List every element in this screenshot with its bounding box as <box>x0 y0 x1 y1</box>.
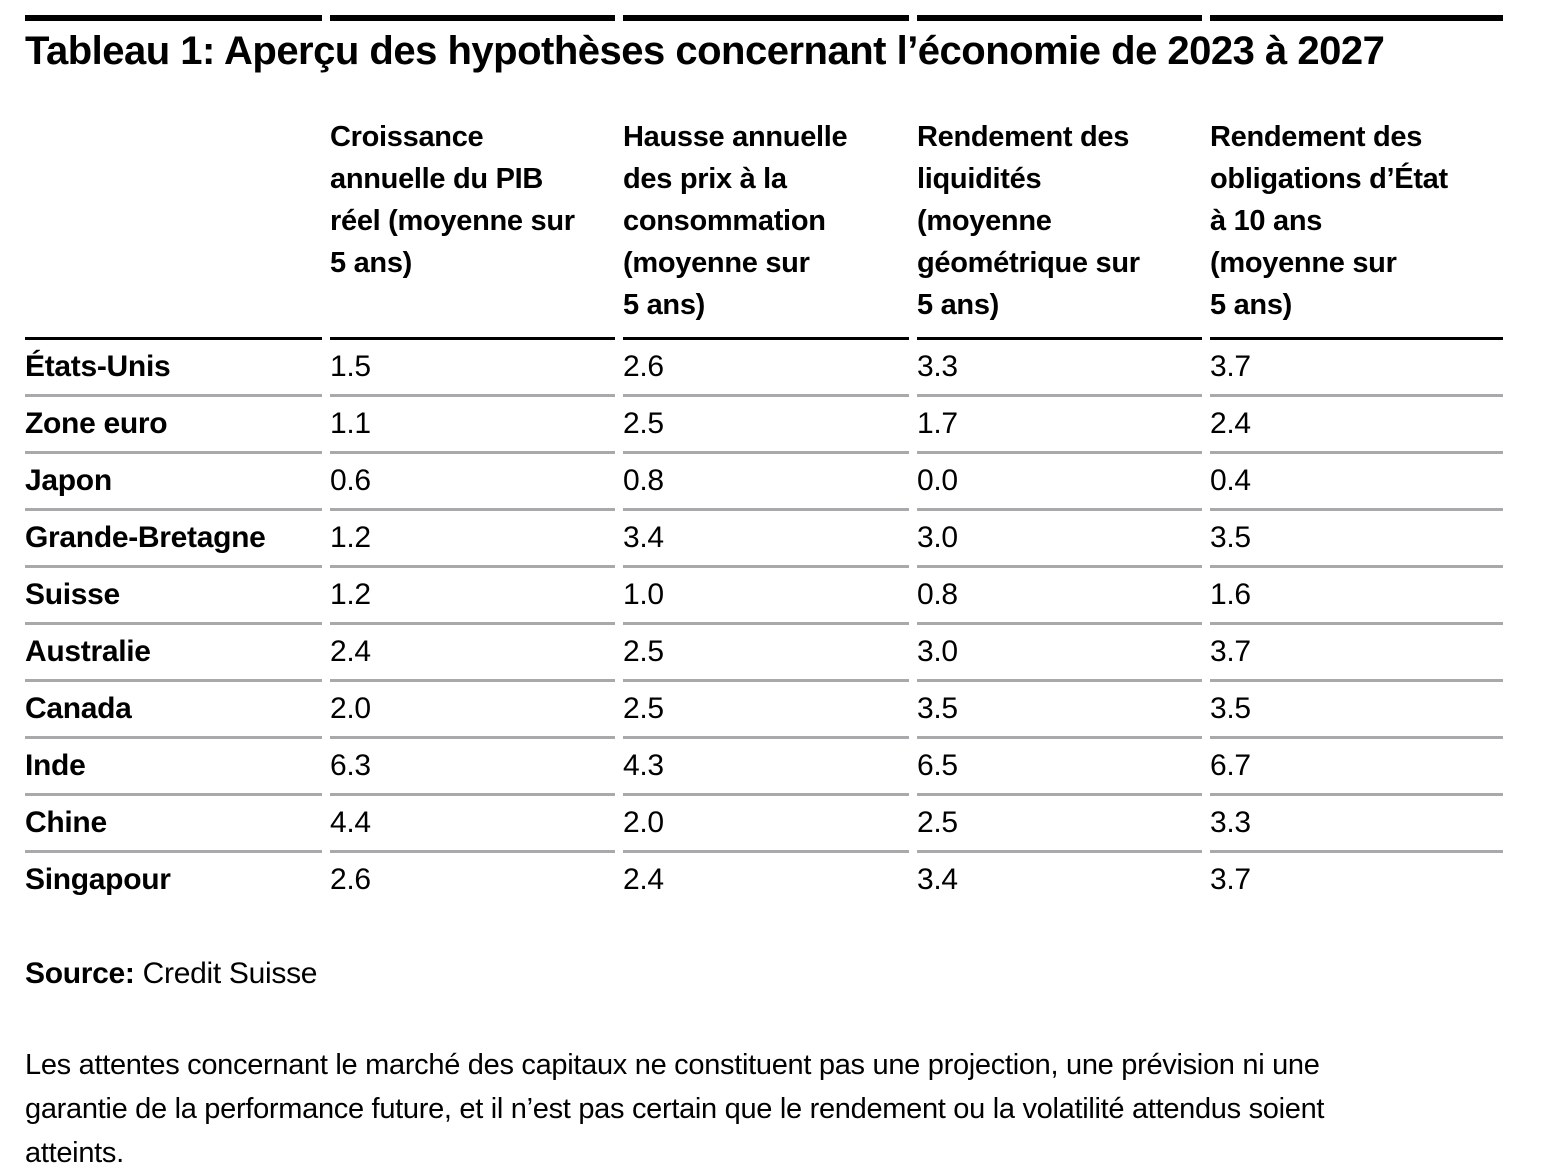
cell-value: 2.5 <box>917 796 1202 853</box>
column-header-cash-yield: Rendement des liquidités (moyenne géomét… <box>917 116 1202 340</box>
cell-value: 3.0 <box>917 625 1202 682</box>
cell-value: 3.3 <box>1210 796 1503 853</box>
row-label: Japon <box>25 454 322 511</box>
cell-value: 3.5 <box>917 682 1202 739</box>
cell-value: 0.6 <box>330 454 615 511</box>
cell-value: 3.5 <box>1210 511 1503 568</box>
cell-value: 3.5 <box>1210 682 1503 739</box>
column-header-cpi: Hausse annuelle des prix à la consommati… <box>623 116 909 340</box>
cell-value: 0.8 <box>917 568 1202 625</box>
economic-assumptions-table: Tableau 1: Aperçu des hypothèses concern… <box>25 15 1503 907</box>
row-label: Inde <box>25 739 322 796</box>
top-rule-segment <box>623 15 909 21</box>
cell-value: 2.6 <box>623 340 909 397</box>
row-label: Australie <box>25 625 322 682</box>
row-label: États-Unis <box>25 340 322 397</box>
row-label: Grande-Bretagne <box>25 511 322 568</box>
cell-value: 3.3 <box>917 340 1202 397</box>
row-label: Zone euro <box>25 397 322 454</box>
cell-value: 0.4 <box>1210 454 1503 511</box>
row-label: Suisse <box>25 568 322 625</box>
title-row: Tableau 1: Aperçu des hypothèses concern… <box>25 21 1503 116</box>
cell-value: 4.3 <box>623 739 909 796</box>
cell-value: 3.4 <box>917 863 958 896</box>
cell-value: 4.4 <box>330 796 615 853</box>
cell-value: 3.0 <box>917 511 1202 568</box>
top-rule-segment <box>330 15 615 21</box>
row-label: Chine <box>25 796 322 853</box>
cell-value: 3.4 <box>623 511 909 568</box>
cell-value: 1.5 <box>330 340 615 397</box>
top-rule-segment <box>917 15 1202 21</box>
source-value: Credit Suisse <box>142 957 318 990</box>
table-title: Tableau 1: Aperçu des hypothèses concern… <box>25 29 1385 73</box>
row-label: Canada <box>25 682 322 739</box>
disclaimer-text: Les attentes concernant le marché des ca… <box>25 1049 1325 1168</box>
cell-value: 6.5 <box>917 739 1202 796</box>
cell-value: 1.2 <box>330 568 615 625</box>
row-label: Singapour <box>25 863 171 896</box>
cell-value: 1.1 <box>330 397 615 454</box>
cell-value: 2.4 <box>1210 397 1503 454</box>
cell-value: 2.4 <box>623 863 664 896</box>
column-header-bond-yield: Rendement des obligations d’État à 10 an… <box>1210 116 1503 340</box>
cell-value: 2.6 <box>330 863 371 896</box>
cell-value: 3.7 <box>1210 863 1251 896</box>
top-rule-segment <box>25 15 322 21</box>
top-rule-segment <box>1210 15 1503 21</box>
cell-value: 3.7 <box>1210 625 1503 682</box>
cell-value: 0.8 <box>623 454 909 511</box>
column-header-country <box>25 116 322 340</box>
cell-value: 2.0 <box>330 682 615 739</box>
cell-value: 2.0 <box>623 796 909 853</box>
cell-value: 2.5 <box>623 397 909 454</box>
cell-value: 1.2 <box>330 511 615 568</box>
cell-value: 6.7 <box>1210 739 1503 796</box>
cell-value: 1.7 <box>917 397 1202 454</box>
column-header-gdp-growth: Croissance annuelle du PIB réel (moyenne… <box>330 116 615 340</box>
cell-value: 1.6 <box>1210 568 1503 625</box>
cell-value: 1.0 <box>623 568 909 625</box>
source-label: Source: <box>25 957 135 990</box>
cell-value: 2.4 <box>330 625 615 682</box>
source-line: Source: Credit Suisse <box>25 957 1503 991</box>
cell-value: 2.5 <box>623 682 909 739</box>
cell-value: 0.0 <box>917 454 1202 511</box>
cell-value: 3.7 <box>1210 340 1503 397</box>
cell-value: 6.3 <box>330 739 615 796</box>
cell-value: 2.5 <box>623 625 909 682</box>
